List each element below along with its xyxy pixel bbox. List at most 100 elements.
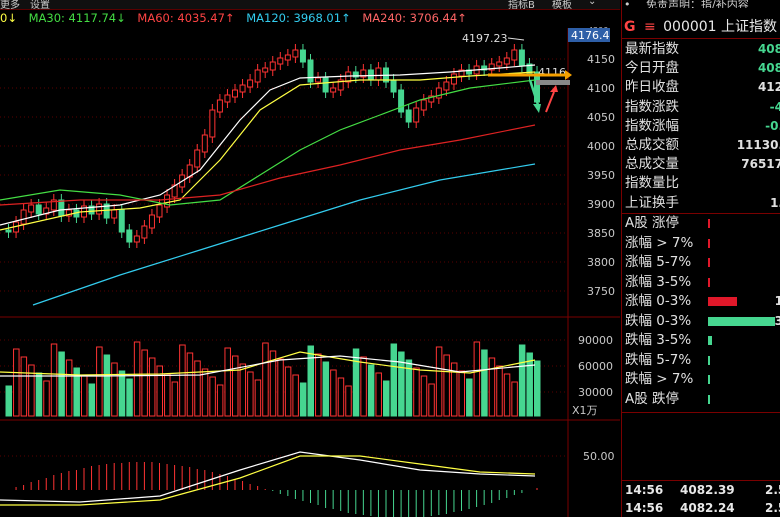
quote-row: 上证换手 1. bbox=[625, 194, 780, 213]
volume-bar bbox=[405, 359, 413, 417]
volume-bar bbox=[315, 353, 322, 417]
candle-body bbox=[315, 77, 322, 83]
volume-bar bbox=[488, 357, 496, 417]
volume-bar bbox=[443, 354, 450, 417]
candle-body bbox=[435, 87, 442, 99]
quote-label: 上证换手 bbox=[625, 194, 679, 211]
candle-body bbox=[330, 87, 337, 93]
volume-bar bbox=[103, 354, 111, 417]
volume-bar bbox=[284, 366, 292, 417]
breadth-label: 跌幅 5-7% bbox=[625, 351, 692, 368]
candle-body bbox=[20, 209, 27, 225]
volume-bar bbox=[20, 356, 28, 417]
volume-bar bbox=[111, 362, 118, 417]
breadth-label: 跌幅 3-5% bbox=[625, 332, 692, 348]
candle-body bbox=[209, 109, 216, 138]
quote-row: 指数涨跌 -4 bbox=[625, 98, 780, 117]
volume-bar bbox=[216, 384, 224, 417]
volume-bar bbox=[171, 381, 179, 417]
volume-bar bbox=[269, 350, 277, 417]
candle-body bbox=[96, 203, 103, 215]
volume-bar bbox=[345, 385, 352, 417]
candle-body bbox=[141, 225, 148, 239]
volume-bar bbox=[126, 378, 133, 417]
breadth-label: 涨幅 5-7% bbox=[625, 254, 692, 270]
candle-body bbox=[481, 65, 488, 71]
volume-bar bbox=[413, 367, 420, 417]
price-tick: 4000 bbox=[587, 140, 615, 153]
arrow-right-icon bbox=[565, 70, 572, 80]
candle-body bbox=[405, 109, 412, 123]
candle-body bbox=[5, 229, 12, 233]
more-menu[interactable]: 更多 bbox=[0, 0, 20, 10]
volume-bar bbox=[330, 369, 337, 417]
chevron-down-icon[interactable]: ⌄ bbox=[588, 0, 597, 7]
volume-bar bbox=[375, 372, 382, 417]
volume-ma-line bbox=[0, 355, 536, 377]
candle-body bbox=[322, 77, 329, 93]
volume-bar bbox=[239, 363, 247, 417]
volume-bar bbox=[209, 376, 216, 417]
volume-bar bbox=[262, 342, 269, 417]
current-price-label: 4176.4 bbox=[571, 29, 610, 42]
volume-bar bbox=[88, 383, 96, 417]
volume-bar bbox=[50, 343, 58, 417]
candle-body bbox=[58, 199, 65, 217]
breadth-bar bbox=[708, 355, 710, 365]
candle-body bbox=[262, 67, 269, 73]
price-tick: 3750 bbox=[587, 285, 615, 298]
arrow-down-icon bbox=[533, 104, 541, 113]
price-tick: 3800 bbox=[587, 256, 615, 269]
volume-bar bbox=[201, 368, 209, 417]
candle-body bbox=[299, 49, 306, 63]
candle-body bbox=[148, 214, 155, 229]
volume-bar bbox=[133, 341, 141, 417]
settings-menu[interactable]: 设置 bbox=[30, 0, 50, 10]
ma60-line bbox=[0, 124, 536, 206]
quote-panel: • 免责声明：指/补内容 G ≡ 000001 上证指数 最新指数 408 今日开盘… bbox=[621, 0, 780, 517]
quote-value: 11130. bbox=[736, 138, 780, 152]
breadth-bar bbox=[708, 238, 710, 248]
tab-template[interactable]: 模板 bbox=[552, 0, 572, 10]
candle-body bbox=[345, 71, 352, 83]
volume-bar bbox=[322, 361, 330, 417]
quote-row: 总成交量 76517 bbox=[625, 155, 780, 174]
macd-panel bbox=[0, 451, 538, 517]
menu-icon[interactable]: ≡ bbox=[643, 19, 656, 35]
candle-body bbox=[194, 149, 201, 168]
ma120-line bbox=[32, 163, 536, 306]
volume-bar bbox=[307, 345, 314, 417]
candle-body bbox=[88, 205, 95, 215]
macd-dea-line bbox=[0, 455, 536, 506]
kline-chart[interactable]: 4200 4150 4100 4050 4000 3950 3900 3850 … bbox=[0, 0, 620, 517]
toolbar: 更多 设置 指标B 模板 ⌄ bbox=[0, 0, 620, 10]
candle-body bbox=[216, 99, 223, 113]
candle-body bbox=[269, 61, 276, 71]
breadth-row: 涨幅 > 7% bbox=[625, 234, 780, 253]
candle-body bbox=[247, 79, 254, 88]
candle-body bbox=[201, 134, 208, 153]
candle-body bbox=[496, 61, 503, 67]
tab-indicator-b[interactable]: 指标B bbox=[508, 0, 535, 10]
breadth-row: 跌幅 3-5% bbox=[625, 331, 780, 350]
quote-row: 最新指数 408 bbox=[625, 40, 780, 59]
breadth-label: A股 涨停 bbox=[625, 215, 680, 231]
candle-body bbox=[503, 57, 510, 65]
badge-g: G bbox=[624, 19, 636, 35]
disclaimer-link[interactable]: 免责声明：指/补内容 bbox=[646, 0, 749, 8]
quote-row: 指数涨幅 -0. bbox=[625, 117, 780, 136]
volume-bar bbox=[5, 385, 12, 417]
volume-bars bbox=[0, 341, 541, 417]
quote-value: 412 bbox=[757, 80, 780, 95]
breadth-label: A股 跌停 bbox=[625, 390, 680, 407]
volume-bar bbox=[292, 374, 299, 417]
candle-body bbox=[65, 209, 72, 217]
volume-bar bbox=[186, 352, 194, 417]
bullet-icon: • bbox=[624, 0, 631, 8]
candle-body bbox=[420, 99, 427, 111]
volume-bar bbox=[496, 365, 503, 417]
volume-bar bbox=[534, 360, 541, 417]
volume-bar bbox=[398, 351, 405, 417]
volume-bar bbox=[466, 378, 473, 417]
volume-ma-line bbox=[0, 351, 536, 376]
